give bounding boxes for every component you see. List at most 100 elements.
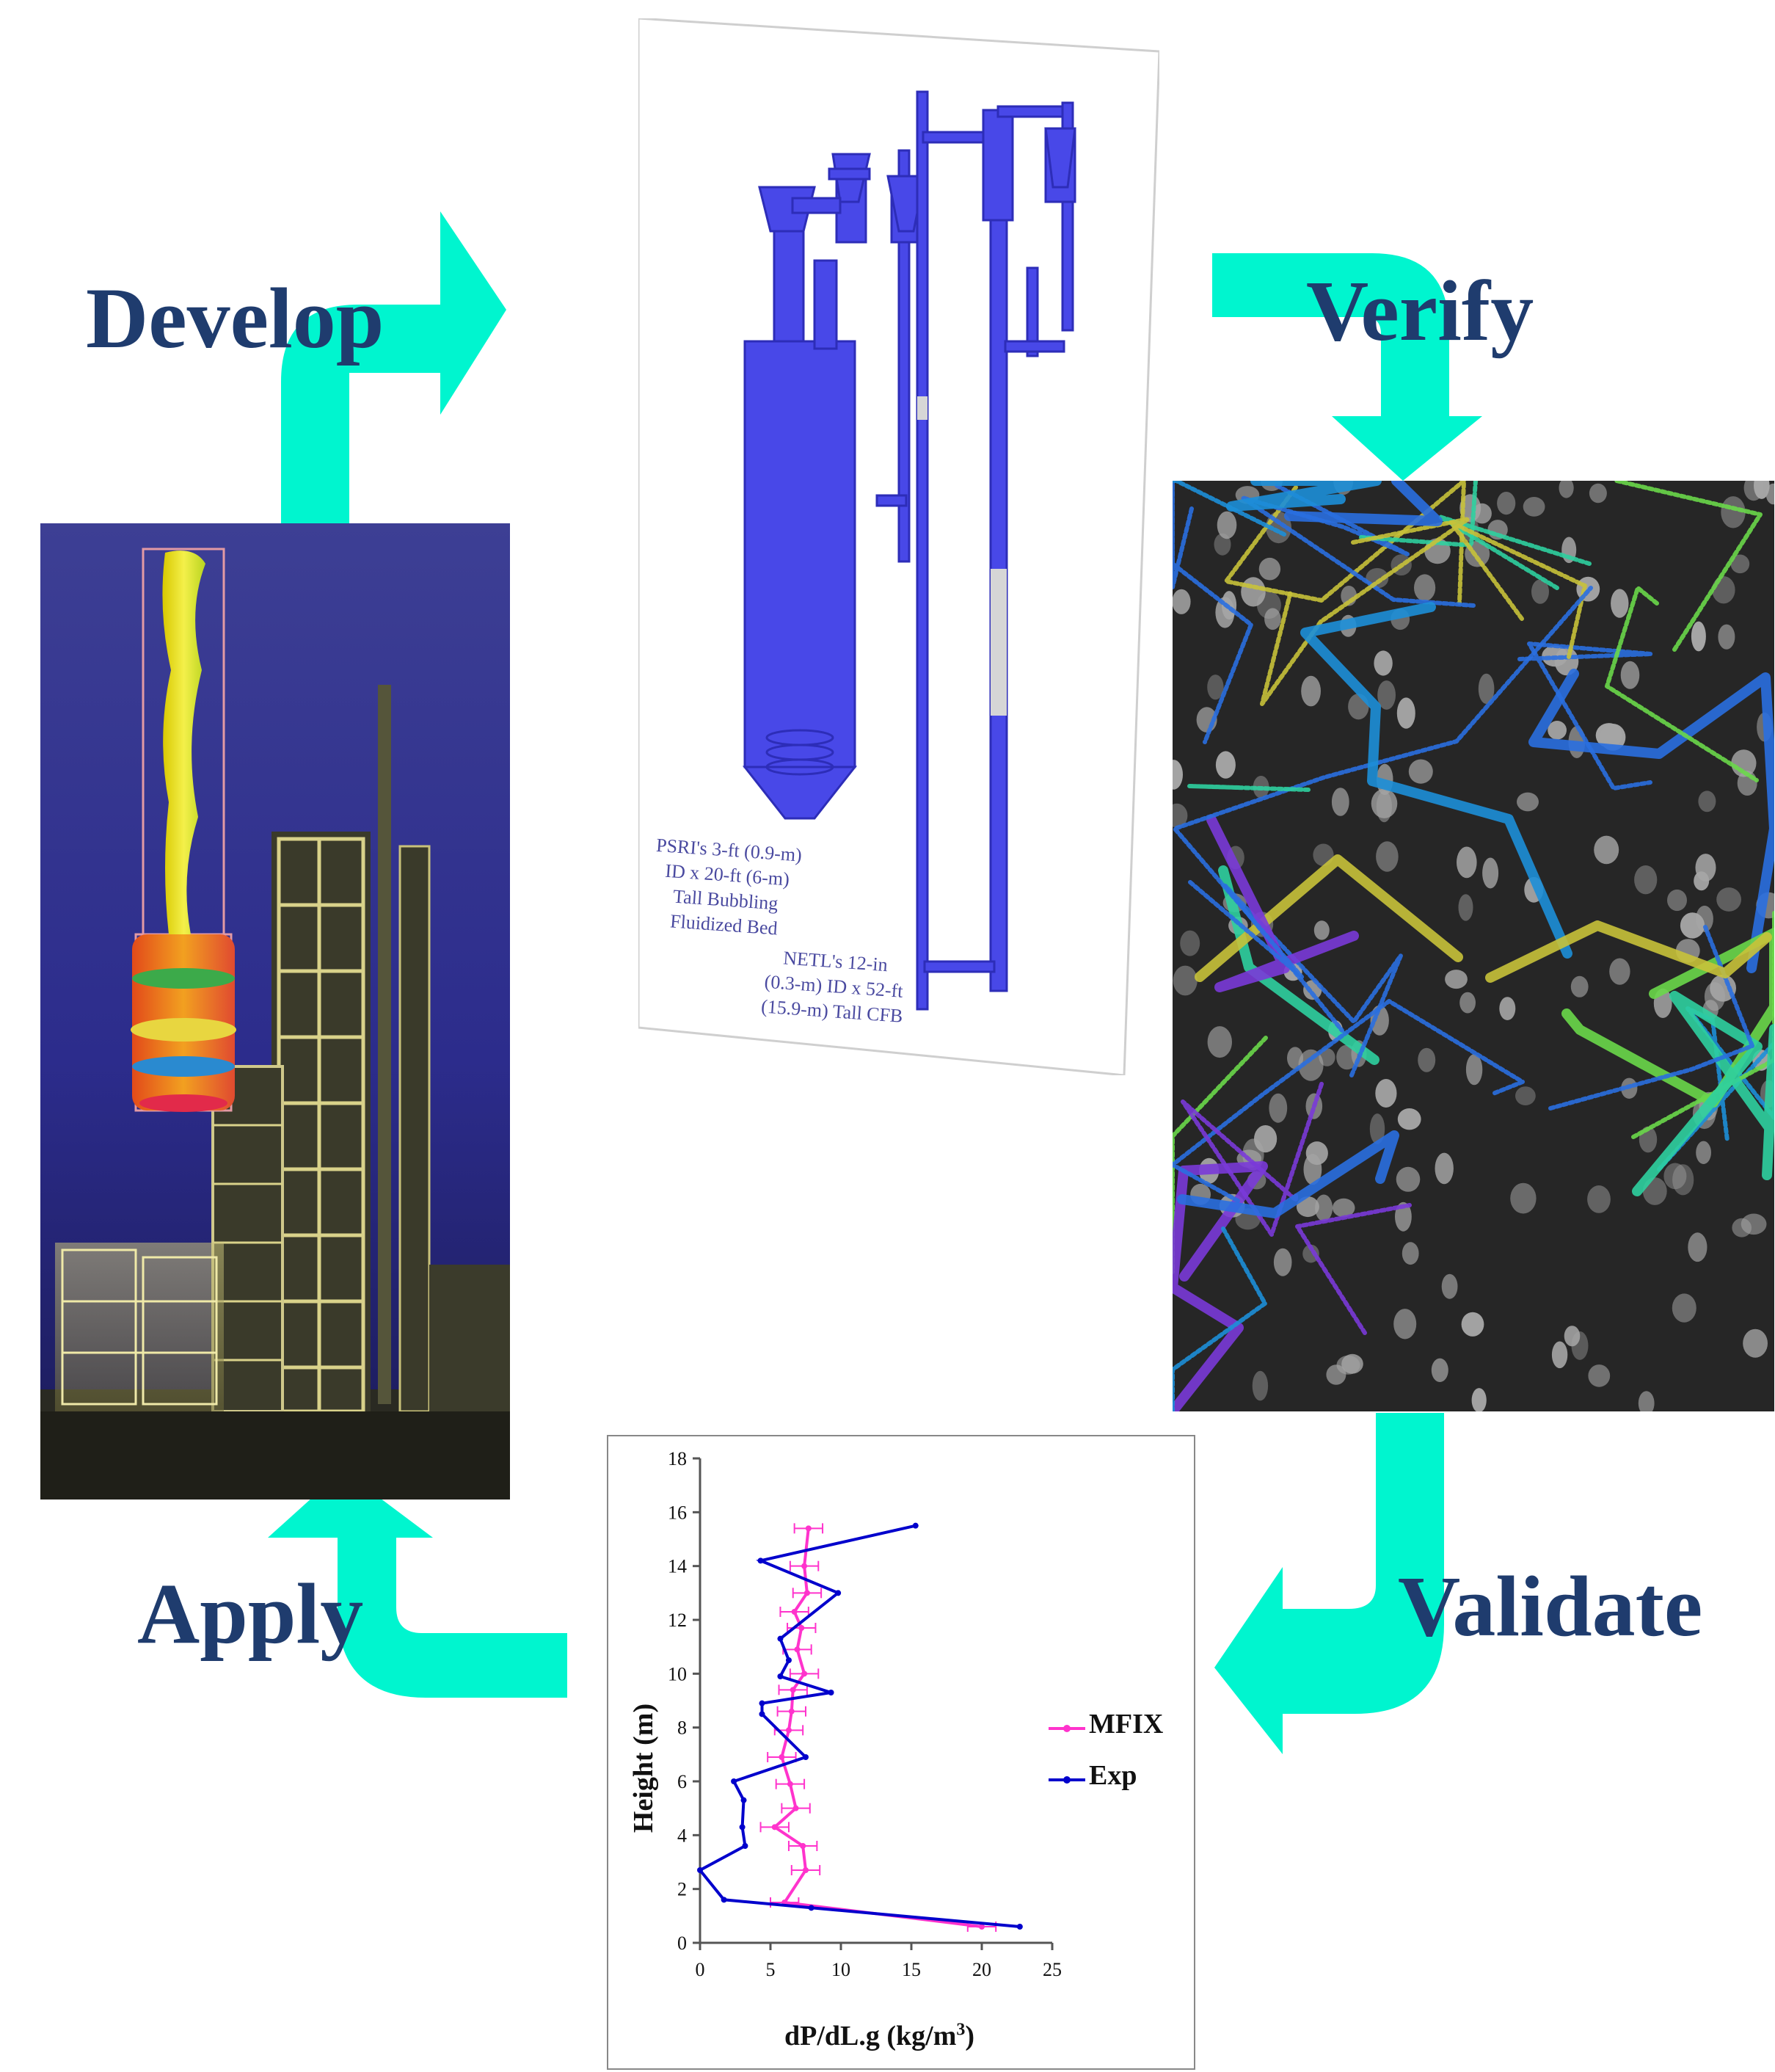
particle: [1459, 992, 1476, 1014]
y-tick-label: 4: [677, 1825, 687, 1846]
particle: [1732, 1218, 1752, 1237]
particle: [1531, 579, 1549, 604]
exp-point: [785, 1657, 792, 1663]
mfix-point: [803, 1867, 809, 1873]
mfix-point: [803, 1590, 810, 1596]
reactor-drawing: [637, 17, 1161, 1077]
exp-point: [742, 1843, 748, 1849]
mfix-point: [801, 1671, 808, 1677]
particle: [1497, 492, 1516, 515]
particle: [1207, 1026, 1232, 1058]
particle: [1611, 589, 1629, 618]
mfix-point: [788, 1708, 795, 1715]
mfix-point: [805, 1525, 812, 1532]
particle: [1620, 661, 1640, 689]
particle: [1510, 1182, 1537, 1214]
y-tick-label: 14: [668, 1556, 687, 1577]
particle: [1672, 1293, 1696, 1323]
mfix-point: [791, 1609, 798, 1615]
refinery-photo: [40, 523, 510, 1500]
particle-track: [1284, 481, 1443, 526]
apply-label: Apply: [137, 1566, 364, 1662]
legend-exp-label: Exp: [1089, 1760, 1137, 1791]
particle: [1402, 1242, 1419, 1265]
particle: [1594, 835, 1619, 865]
validate-label: Validate: [1398, 1558, 1703, 1654]
particle-track: [1173, 1161, 1268, 1411]
particle: [1397, 1108, 1421, 1130]
particle: [1754, 481, 1770, 499]
y-axis-title: Height (m): [628, 1703, 660, 1833]
particle: [1587, 1185, 1611, 1213]
particle: [1589, 483, 1607, 504]
particle: [1215, 751, 1236, 779]
particle: [1396, 697, 1415, 729]
particle: [1712, 576, 1735, 604]
particle: [1173, 760, 1183, 790]
particle-track: [1187, 784, 1311, 792]
particle-track: [1548, 925, 1754, 1110]
particle: [1173, 589, 1191, 614]
legend-exp: Exp: [1089, 1759, 1137, 1792]
particle-track: [1295, 1203, 1412, 1335]
particle: [1691, 621, 1706, 652]
particle: [1672, 1164, 1694, 1196]
mfix-point: [801, 1563, 808, 1569]
mfix-point: [787, 1781, 793, 1787]
particle-track: [1300, 602, 1572, 959]
particle: [1264, 608, 1281, 630]
particle: [1696, 1141, 1711, 1164]
particle: [1371, 788, 1398, 818]
validate-arrow-icon: [1214, 1413, 1444, 1754]
particle: [1254, 1125, 1278, 1153]
particle-track: [1173, 481, 1286, 537]
particle: [1743, 481, 1764, 501]
particle-track: [1657, 1006, 1774, 1171]
y-tick-label: 12: [668, 1610, 687, 1631]
particle: [1269, 1093, 1288, 1123]
particle: [1441, 1273, 1458, 1299]
y-tick-label: 10: [668, 1663, 687, 1684]
particle: [1332, 1198, 1355, 1218]
particle: [1418, 1047, 1436, 1072]
particle-track: [1605, 586, 1759, 782]
particle-track: [1359, 481, 1478, 548]
verify-arrow-icon: [1212, 253, 1482, 481]
particle: [1704, 982, 1726, 1011]
mfix-point: [800, 1843, 806, 1849]
particle-track: [1260, 517, 1470, 706]
particle-track: [1173, 1226, 1267, 1411]
particle: [1326, 1364, 1346, 1385]
x-axis-title: dP/dL.g (kg/m3): [784, 2020, 974, 2052]
mfix-point: [792, 1805, 799, 1811]
exp-point: [759, 1711, 765, 1717]
exp-point: [828, 1690, 834, 1695]
particle: [1395, 1202, 1412, 1232]
particle-track: [1485, 920, 1772, 983]
exp-point: [721, 1897, 727, 1903]
x-tick-label: 20: [972, 1959, 991, 1980]
exp-point: [759, 1700, 765, 1706]
particle-track: [1517, 641, 1653, 790]
mfix-point: [979, 1924, 985, 1930]
develop-arrow-icon: [281, 211, 506, 576]
particle: [1207, 675, 1224, 700]
particle: [1377, 680, 1396, 710]
particle: [1716, 887, 1741, 912]
particle: [1256, 591, 1281, 619]
particle-track: [1631, 910, 1774, 1139]
particle: [1376, 841, 1399, 872]
particle: [1457, 846, 1477, 879]
particle: [1718, 624, 1735, 650]
particle: [1414, 574, 1436, 602]
particle: [1431, 1358, 1448, 1383]
particle: [1217, 511, 1237, 539]
exp-point: [1016, 1924, 1023, 1930]
particle: [1571, 1331, 1589, 1360]
apply-arrow-icon: [268, 1470, 567, 1698]
particle: [1688, 1232, 1707, 1262]
particle: [1408, 759, 1433, 784]
particle: [1517, 792, 1539, 812]
particle: [1305, 1141, 1328, 1166]
